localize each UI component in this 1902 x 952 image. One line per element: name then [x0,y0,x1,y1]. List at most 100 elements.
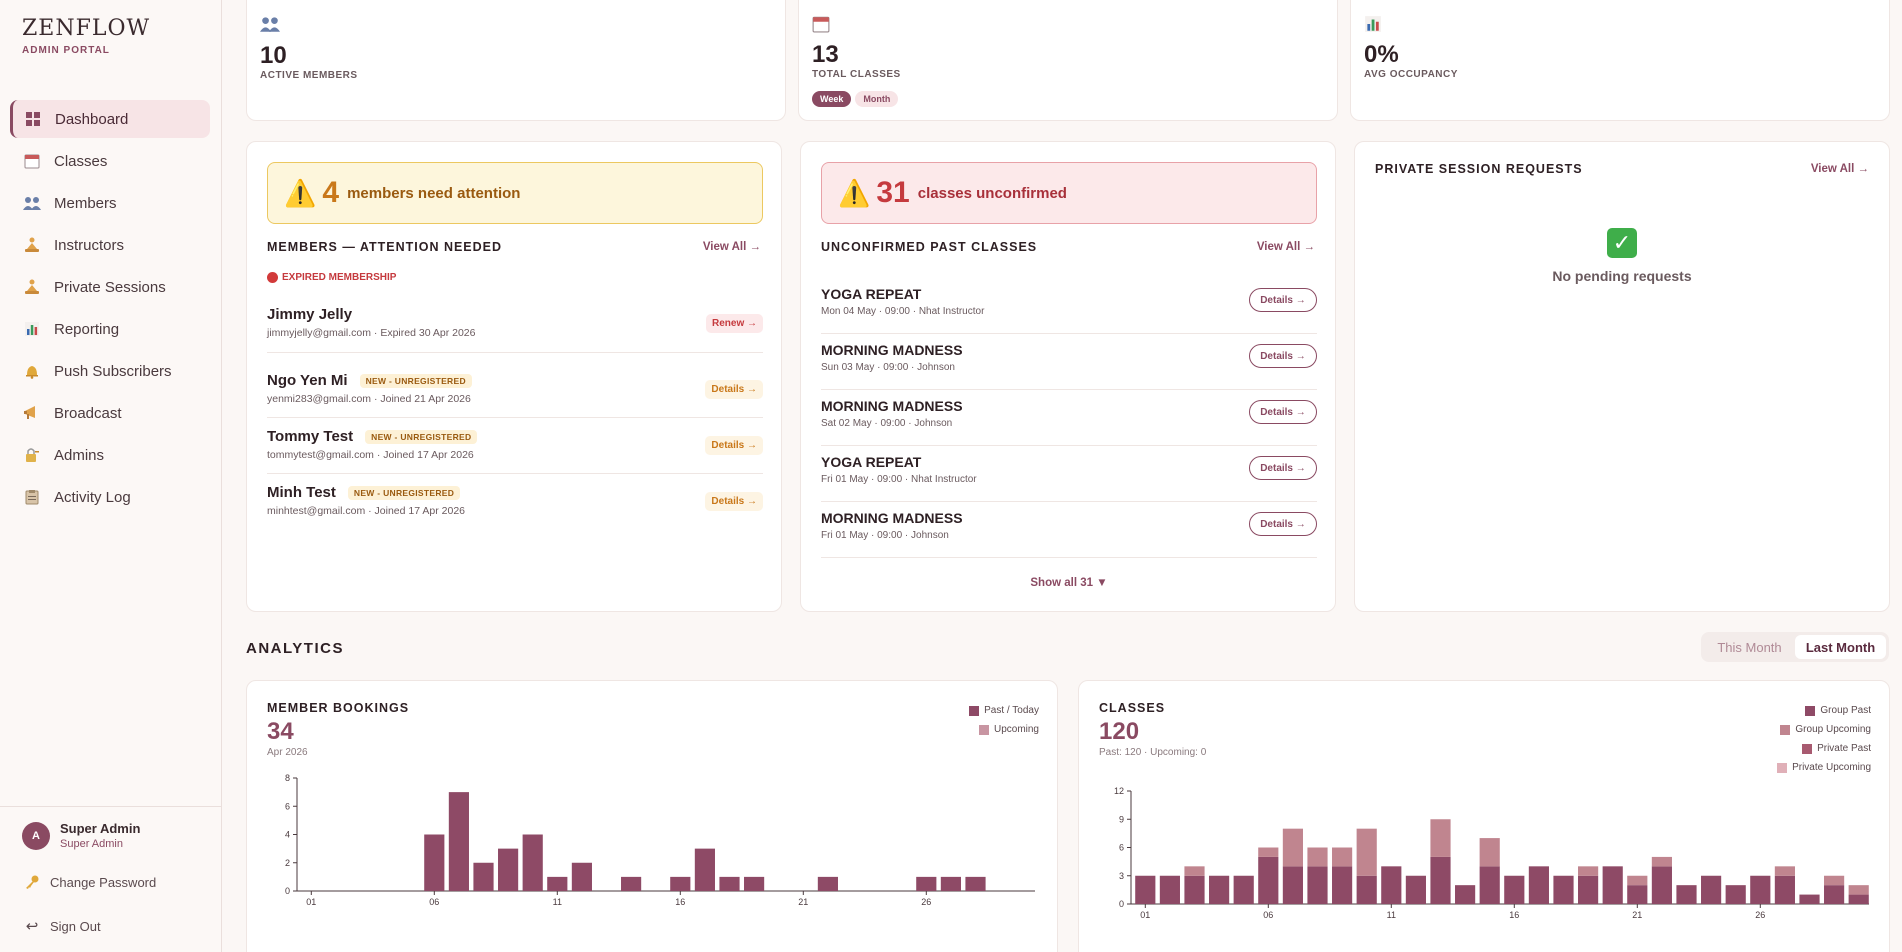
check-icon: ✓ [1607,228,1637,258]
empty-state: ✓ No pending requests [1355,228,1889,284]
alert-count: 31 [876,176,910,209]
sidebar-item-dashboard[interactable]: Dashboard [10,100,210,138]
member-sub: tommytest@gmail.com · Joined 17 Apr 2026 [267,449,474,461]
sidebar-item-members[interactable]: Members [10,184,210,222]
stat-card-total-classes: 13 TOTAL CLASSES Week Month [798,0,1338,121]
status-badge: NEW - UNREGISTERED [359,373,472,388]
details-button[interactable]: Details → [1249,400,1317,424]
legend-swatch [1802,743,1813,754]
details-button[interactable]: Details → [705,492,763,511]
class-name: MORNING MADNESS [821,510,963,526]
bar-chart-icon [22,320,42,338]
warning-icon: ⚠️ [838,177,871,208]
stat-value: 10 [260,42,287,69]
bar [1233,875,1254,904]
list-item: Minh Test NEW - UNREGISTERED minhtest@gma… [267,484,763,517]
show-all-button[interactable]: Show all 31 ▼ [1030,577,1108,589]
details-button[interactable]: Details → [705,436,763,455]
bar [1159,875,1180,904]
bar [522,834,543,891]
bar [1332,866,1353,904]
chart-title: MEMBER BOOKINGS [267,701,410,715]
list-item: Jimmy Jelly jimmyjelly@gmail.com · Expir… [267,306,763,339]
bar [1725,885,1746,904]
sidebar-footer: A Super Admin Super Admin Change Passwor… [0,806,222,952]
legend-item: Private Past [1777,739,1871,758]
legend-item: Past / Today [969,701,1039,720]
details-button[interactable]: Details → [1249,344,1317,368]
y-tick-label: 2 [285,858,290,868]
bar [1405,875,1426,904]
class-name: MORNING MADNESS [821,342,963,358]
sidebar-nav: Dashboard Classes Members Instructors Pr… [10,100,210,520]
bar [1282,828,1303,867]
legend-label: Group Past [1820,705,1871,716]
legend-item: Group Upcoming [1777,720,1871,739]
stat-label: AVG OCCUPANCY [1364,69,1458,80]
sidebar-item-instructors[interactable]: Instructors [10,226,210,264]
sidebar-item-push-subscribers[interactable]: Push Subscribers [10,352,210,390]
sidebar-item-reporting[interactable]: Reporting [10,310,210,348]
chart-legend: Group Past Group Upcoming Private Past P… [1777,701,1871,777]
divider [267,352,763,353]
x-tick-label: 21 [798,897,808,907]
this-month-option[interactable]: This Month [1717,639,1782,655]
brand-subtitle: ADMIN PORTAL [22,45,110,56]
details-button[interactable]: Details → [1249,512,1317,536]
sidebar-item-activity-log[interactable]: Activity Log [10,478,210,516]
key-icon [24,873,40,891]
y-tick-label: 6 [1119,843,1124,853]
change-password-link[interactable]: Change Password [24,873,156,891]
status-badge: NEW - UNREGISTERED [365,429,478,444]
view-all-link[interactable]: View All → [1256,241,1315,253]
details-button[interactable]: Details → [1249,456,1317,480]
legend-swatch [1780,724,1791,735]
period-pills: Week Month [812,89,902,107]
y-tick-label: 8 [285,773,290,783]
view-all-link[interactable]: View All → [702,241,761,253]
sidebar-item-admins[interactable]: Admins [10,436,210,474]
view-all-link[interactable]: View All → [1810,163,1869,175]
stat-label: TOTAL CLASSES [812,69,901,80]
bar [1332,847,1353,867]
bar [1356,875,1377,904]
sign-out-arrow-icon: ↩ [25,918,39,935]
sign-out-link[interactable]: ↩ Sign Out [24,917,101,935]
yoga-person-icon [22,236,42,254]
bar [1504,875,1525,904]
section-title: MEMBERS — ATTENTION NEEDED [267,240,503,254]
divider [267,473,763,474]
renew-button[interactable]: Renew → [705,314,763,333]
pill-week[interactable]: Week [812,91,852,107]
details-button[interactable]: Details → [1249,288,1317,312]
bar [1282,866,1303,904]
class-sub: Fri 01 May · 09:00 · Johnson [821,530,949,541]
x-tick-label: 16 [1509,910,1519,920]
list-item: Tommy Test NEW - UNREGISTERED tommytest@g… [267,428,763,461]
last-month-option[interactable]: Last Month [1795,635,1886,659]
bar [547,876,568,891]
chart-subtitle: Past: 120 · Upcoming: 0 [1099,747,1207,758]
legend-item: Upcoming [969,720,1039,739]
bar [694,848,715,891]
bar [1356,828,1377,876]
legend-label: Past / Today [984,705,1039,716]
analytics-title: ANALYTICS [246,640,344,657]
bar [1750,875,1771,904]
details-button[interactable]: Details → [705,380,763,399]
chart-total: 120 [1099,718,1140,745]
sidebar-item-private-sessions[interactable]: Private Sessions [10,268,210,306]
y-tick-label: 0 [285,886,290,896]
bar [1479,866,1500,904]
pill-month[interactable]: Month [855,91,899,107]
sidebar-item-classes[interactable]: Classes [10,142,210,180]
member-name: Jimmy Jelly [267,306,353,323]
warning-icon: ⚠️ [284,177,317,208]
unconfirmed-alert: ⚠️ 31 classes unconfirmed [821,162,1317,224]
y-tick-label: 9 [1119,814,1124,824]
brand: ZENFLOW ADMIN PORTAL [22,16,150,56]
member-name: Tommy Test NEW - UNREGISTERED [267,428,763,445]
sidebar-item-broadcast[interactable]: Broadcast [10,394,210,432]
expired-membership-label: EXPIRED MEMBERSHIP [267,272,396,283]
bar [473,862,494,891]
